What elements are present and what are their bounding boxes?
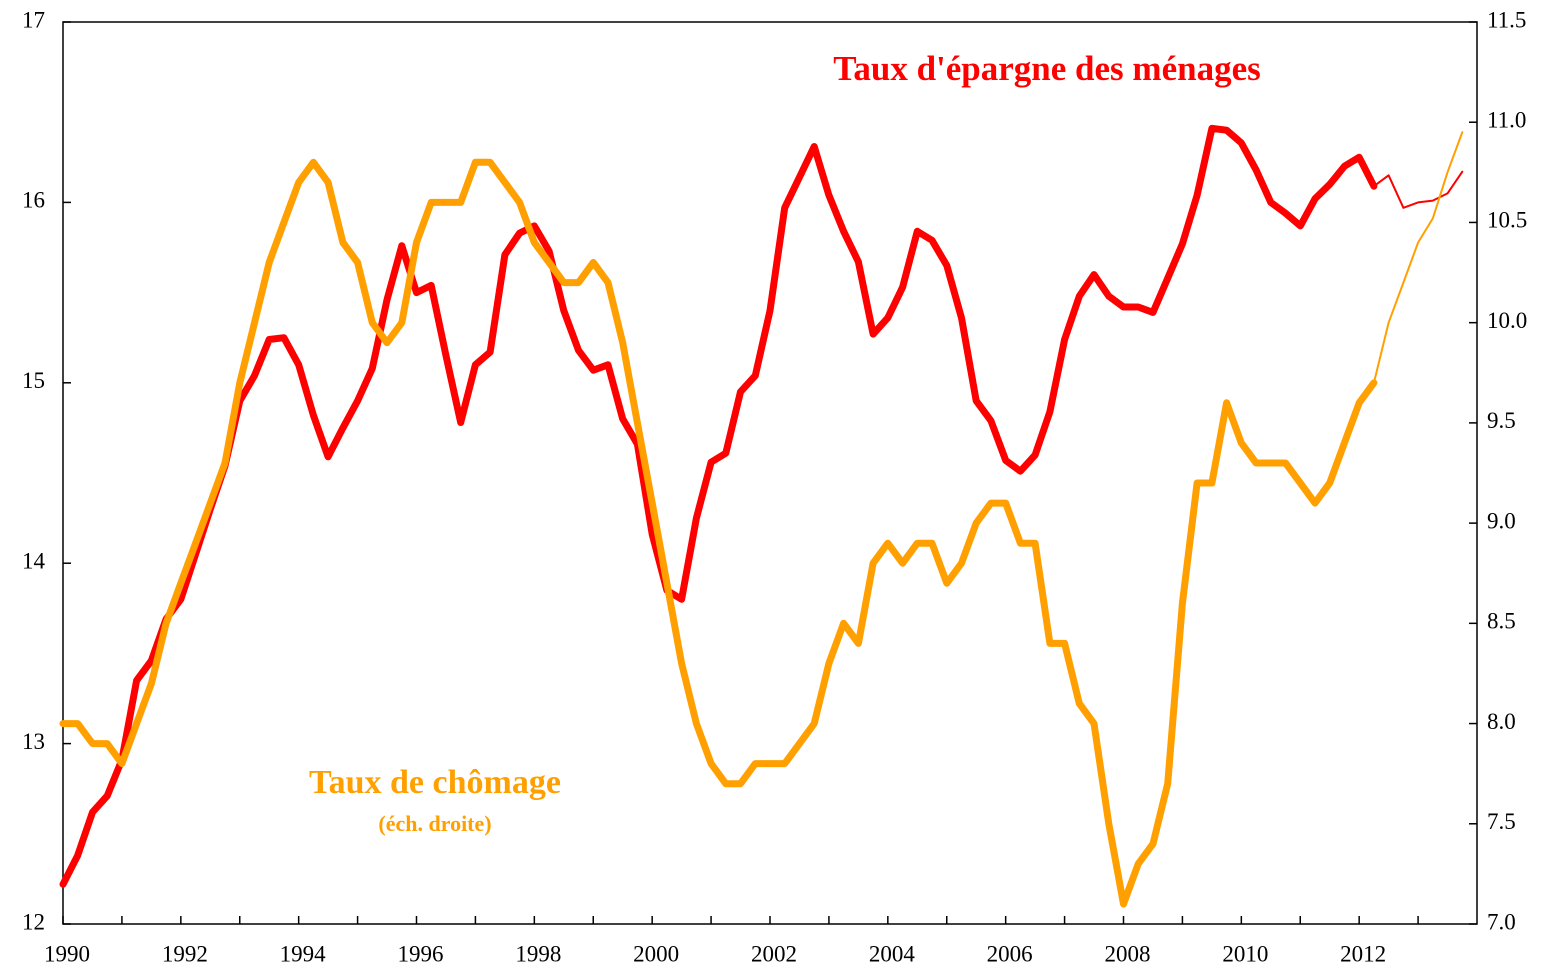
y2-tick-label: 7.5 [1487,809,1516,834]
annotation: (éch. droite) [378,811,491,836]
x-tick-label: 2002 [751,941,797,966]
series-line [59,124,1378,888]
y2-tick-label: 10.0 [1487,308,1527,333]
x-tick-label: 2004 [869,941,916,966]
x-tick-label: 1996 [398,941,444,966]
y-tick-label: 16 [22,188,45,213]
y2-tick-label: 11.0 [1487,108,1526,133]
annotation: Taux d'épargne des ménages [833,49,1261,88]
x-tick-label: 2006 [987,941,1033,966]
x-tick-label: 2000 [633,941,679,966]
y2-tick-label: 8.0 [1487,709,1516,734]
series-line [1372,170,1464,209]
x-tick-label: 1990 [44,941,90,966]
y2-tick-label: 8.5 [1487,609,1516,634]
y-tick-label: 14 [22,548,46,573]
y2-tick-label: 7.0 [1487,909,1516,934]
y2-tick-label: 9.0 [1487,508,1516,533]
x-tick-label: 2012 [1340,941,1386,966]
x-tick-label: 2010 [1222,941,1268,966]
x-tick-label: 1992 [162,941,208,966]
y-tick-label: 15 [22,368,45,393]
x-tick-label: 2008 [1105,941,1151,966]
annotation: Taux de chômage [309,764,561,801]
x-tick-label: 1994 [280,941,327,966]
plot-frame [62,21,1478,925]
y-tick-label: 17 [22,7,45,32]
y-tick-label: 13 [22,729,45,754]
series-line [59,158,1378,908]
y2-tick-label: 9.5 [1487,408,1516,433]
series-line [1372,131,1464,384]
x-tick-label: 1998 [515,941,561,966]
y2-tick-label: 11.5 [1487,7,1526,32]
y2-tick-label: 10.5 [1487,208,1527,233]
y-tick-label: 12 [22,909,45,934]
